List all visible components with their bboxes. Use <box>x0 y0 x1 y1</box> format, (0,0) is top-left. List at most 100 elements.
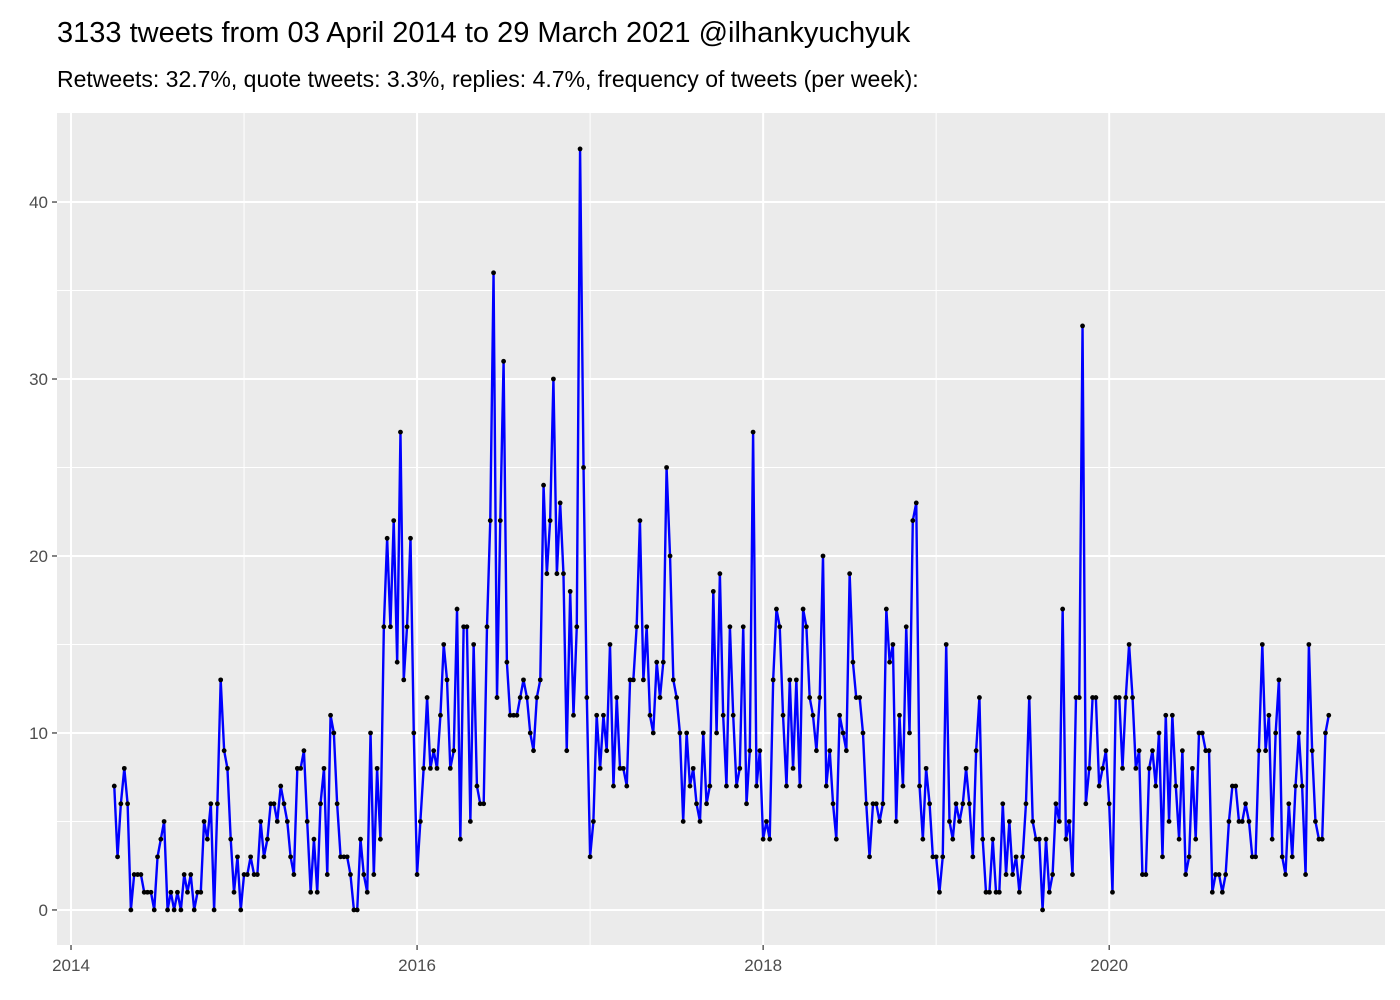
point <box>737 765 743 771</box>
point <box>1216 872 1222 877</box>
point <box>165 907 170 913</box>
point <box>1229 783 1235 789</box>
point <box>524 695 530 700</box>
point <box>507 712 513 718</box>
point <box>278 783 284 789</box>
point <box>611 783 616 789</box>
point <box>414 872 420 877</box>
point <box>1259 642 1265 647</box>
point <box>577 146 583 152</box>
point <box>111 783 117 789</box>
point <box>354 907 360 913</box>
point <box>1016 889 1022 895</box>
point <box>1283 872 1288 877</box>
point <box>657 695 663 700</box>
point <box>511 712 517 718</box>
point <box>168 889 174 895</box>
point <box>1153 783 1159 789</box>
point <box>135 872 141 877</box>
point <box>504 659 510 665</box>
point <box>790 765 796 771</box>
point <box>564 748 570 754</box>
point <box>394 659 400 665</box>
point <box>401 677 407 683</box>
point <box>567 588 573 594</box>
point <box>757 748 763 754</box>
point <box>720 712 726 718</box>
point <box>115 854 120 860</box>
point <box>1056 819 1062 824</box>
point <box>634 624 640 630</box>
point <box>760 836 766 842</box>
point <box>265 836 270 842</box>
point <box>1090 695 1095 700</box>
point <box>770 677 776 683</box>
point <box>740 624 746 630</box>
point <box>491 270 496 276</box>
x-tick-label: 2018 <box>744 956 782 975</box>
point <box>1040 907 1045 913</box>
point <box>334 801 340 807</box>
point <box>630 677 636 683</box>
point <box>484 624 490 630</box>
point <box>687 783 693 789</box>
point <box>391 518 397 523</box>
point <box>724 783 729 789</box>
point <box>1053 801 1059 807</box>
point <box>1289 854 1295 860</box>
point <box>181 872 187 877</box>
point <box>301 748 307 754</box>
chart-title: 3133 tweets from 03 April 2014 to 29 Mar… <box>57 17 911 49</box>
point <box>1143 872 1149 877</box>
point <box>833 836 839 842</box>
point <box>527 730 533 736</box>
point <box>1176 836 1182 842</box>
point <box>1066 819 1072 824</box>
point <box>1303 872 1308 877</box>
point <box>324 872 330 877</box>
point <box>1246 819 1252 824</box>
point <box>231 889 237 895</box>
point <box>331 730 337 736</box>
point <box>138 872 144 877</box>
point <box>684 730 690 736</box>
point <box>670 677 676 683</box>
point <box>151 907 157 913</box>
point <box>963 765 969 771</box>
point <box>1306 642 1312 647</box>
point <box>1130 695 1135 700</box>
point <box>774 606 779 612</box>
point <box>890 642 896 647</box>
point <box>348 872 353 877</box>
point <box>677 730 683 736</box>
point <box>1046 889 1052 895</box>
point <box>1276 677 1282 683</box>
point <box>1266 712 1272 718</box>
point <box>404 624 410 630</box>
point <box>910 518 916 523</box>
point <box>534 695 540 700</box>
point <box>940 854 946 860</box>
point <box>288 854 293 860</box>
point <box>803 624 809 630</box>
point <box>145 889 150 895</box>
point <box>547 518 553 523</box>
point <box>1006 819 1012 824</box>
point <box>927 801 932 807</box>
point <box>178 907 184 913</box>
point <box>1023 801 1029 807</box>
point <box>268 801 274 807</box>
point <box>554 571 560 577</box>
point <box>907 730 912 736</box>
point <box>214 801 220 807</box>
point <box>893 819 899 824</box>
point <box>1319 836 1325 842</box>
point <box>451 748 457 754</box>
point <box>438 712 443 718</box>
point <box>704 801 709 807</box>
point <box>627 677 633 683</box>
point <box>1150 748 1155 754</box>
point <box>987 889 992 895</box>
point <box>487 518 493 523</box>
